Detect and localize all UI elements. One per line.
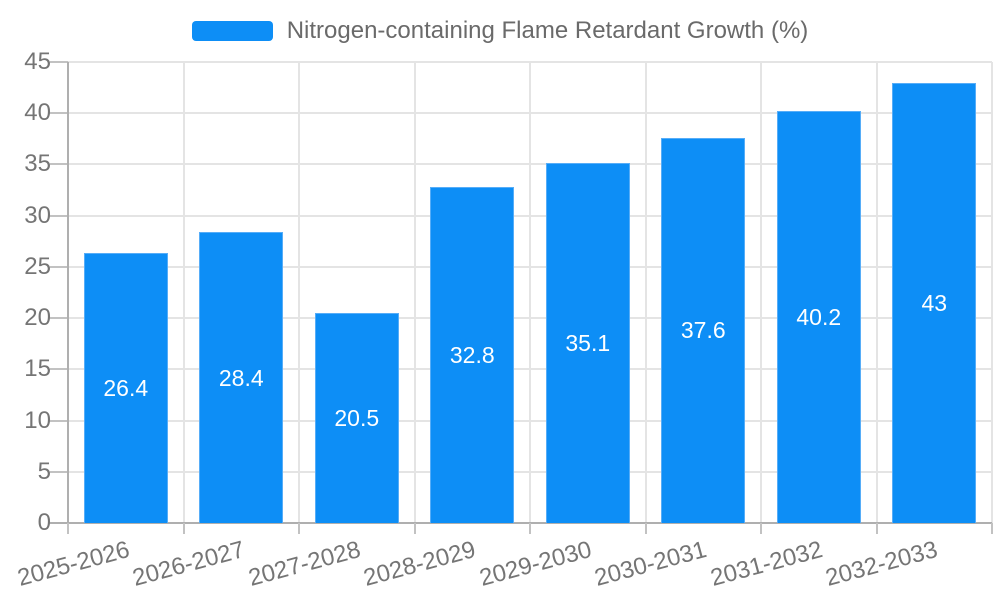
bar-value-label: 20.5: [334, 405, 380, 431]
x-tick-mark: [991, 523, 993, 534]
y-tick-mark: [50, 470, 68, 473]
x-tick-label: 2031-2032: [707, 536, 826, 592]
x-gridline: [529, 62, 531, 523]
y-tick-label: 30: [24, 201, 51, 229]
x-gridline: [182, 62, 185, 523]
x-tick-mark: [760, 523, 762, 534]
x-tick-label: 2026-2027: [130, 536, 248, 592]
y-tick-label: 5: [37, 457, 51, 485]
y-axis-line: [67, 62, 69, 523]
x-tick-mark: [413, 523, 416, 534]
y-tick-mark: [50, 112, 68, 115]
bar-value-label: 32.8: [449, 341, 495, 368]
x-gridline: [875, 62, 878, 523]
bar-value-label: 40.2: [796, 304, 842, 331]
legend-color-swatch: [191, 21, 273, 41]
bar[interactable]: 43: [892, 82, 977, 523]
legend-series-label: Nitrogen-containing Flame Retardant Grow…: [286, 17, 809, 44]
bar[interactable]: 35.1: [545, 163, 630, 523]
y-tick-mark: [50, 61, 68, 63]
bar[interactable]: 32.8: [430, 186, 515, 523]
x-tick-label: 2032-2033: [823, 536, 941, 592]
y-tick-label: 10: [24, 406, 51, 434]
x-tick-label: 2029-2030: [476, 536, 595, 592]
y-tick-mark: [50, 419, 68, 422]
x-tick-mark: [529, 523, 531, 534]
y-tick-label: 40: [24, 99, 51, 127]
x-gridline: [760, 62, 762, 523]
y-tick-mark: [50, 163, 68, 166]
x-tick-label: 2028-2029: [361, 536, 479, 592]
bar[interactable]: 20.5: [314, 313, 399, 523]
y-tick-mark: [50, 317, 68, 320]
bar[interactable]: 26.4: [83, 252, 168, 523]
x-tick-mark: [67, 523, 69, 534]
bar-value-label: 37.6: [680, 317, 726, 344]
x-tick-mark: [644, 523, 647, 534]
plot-area: 0 5 10 15 20 25 30 35 40 45 26.4 28.4 20.5 32.8 35.1 37…: [15, 50, 993, 592]
x-tick-mark: [875, 523, 878, 534]
x-axis-line: [50, 522, 992, 524]
bar[interactable]: 37.6: [661, 137, 746, 523]
x-gridline: [644, 62, 647, 523]
y-tick-label: 15: [24, 355, 51, 383]
bar-value-label: 26.4: [103, 374, 149, 401]
x-tick-label: 2027-2028: [245, 536, 364, 592]
x-tick-label: 2030-2031: [592, 536, 710, 592]
chart-legend[interactable]: Nitrogen-containing Flame Retardant Grow…: [0, 17, 1000, 45]
x-tick-mark: [298, 523, 300, 534]
x-gridline: [413, 62, 416, 523]
y-tick-label: 0: [37, 509, 51, 536]
y-tick-mark: [50, 368, 68, 371]
y-tick-mark: [50, 214, 68, 217]
y-tick-label: 25: [24, 252, 51, 280]
y-tick-label: 20: [24, 304, 51, 332]
x-tick-label: 2025-2026: [14, 536, 133, 592]
x-gridline: [991, 62, 993, 523]
bar-value-label: 35.1: [565, 330, 611, 357]
y-tick-label: 35: [24, 150, 51, 178]
bar[interactable]: 28.4: [199, 232, 284, 523]
y-tick-label: 45: [24, 48, 51, 75]
bar[interactable]: 40.2: [776, 111, 861, 523]
x-gridline: [298, 62, 300, 523]
x-tick-mark: [182, 523, 185, 534]
y-tick-mark: [50, 265, 68, 268]
bar-value-label: 43: [921, 289, 948, 316]
bar-value-label: 28.4: [218, 364, 264, 391]
